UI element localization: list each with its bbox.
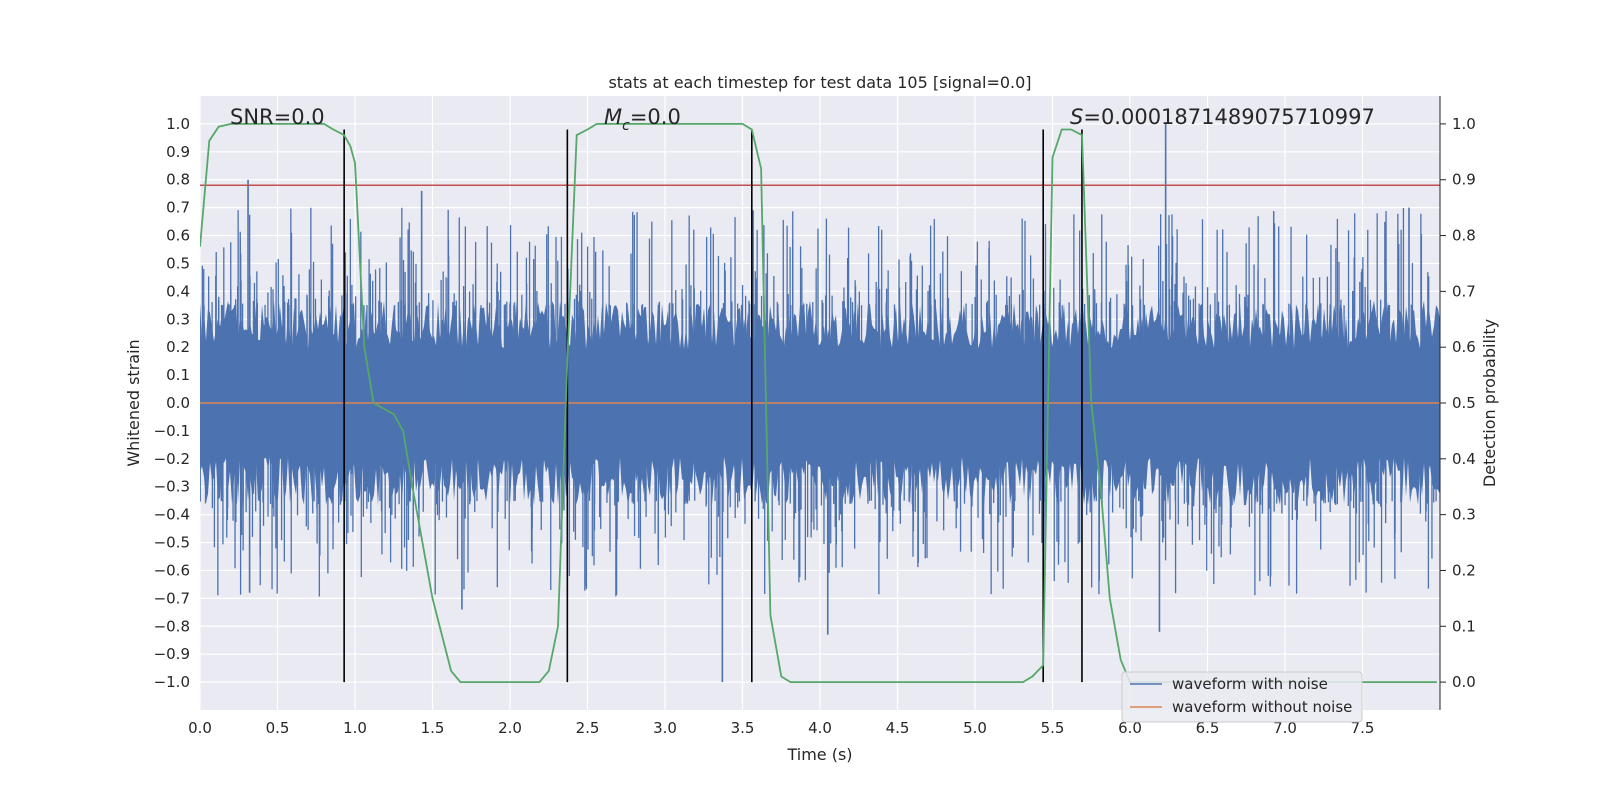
y-tick-label: 0.8 — [166, 171, 190, 189]
y-tick-label: −0.4 — [154, 506, 190, 524]
x-tick-label: 0.5 — [266, 719, 290, 737]
y-axis-label: Whitened strain — [124, 339, 143, 466]
y-tick-label: 0.6 — [166, 227, 190, 245]
y-tick-label: 0.1 — [166, 366, 190, 384]
y-axis-ticks: 1.0 0.9 0.8 0.7 0.6 0.5 0.4 0.3 0.2 0.1 0.0 −0.1 −0.… — [154, 115, 190, 691]
s-annotation: S=0.0001871489075710997 — [1070, 105, 1375, 129]
right-tick-label: 0.2 — [1452, 561, 1476, 579]
y-tick-label: 0.7 — [166, 199, 190, 217]
y-tick-label: 1.0 — [166, 115, 190, 133]
right-axis-label: Detection probability — [1480, 319, 1499, 487]
right-axis-ticks: 1.0 0.9 0.8 0.7 0.6 0.5 0.4 0.3 0.2 0.1 0.0 — [1440, 115, 1476, 691]
y-tick-label: −0.3 — [154, 478, 190, 496]
x-tick-label: 6.0 — [1118, 719, 1142, 737]
y-tick-label: −1.0 — [154, 673, 190, 691]
x-tick-label: 7.0 — [1273, 719, 1297, 737]
vertical-marker-lines — [343, 129, 1083, 683]
x-tick-label: 7.5 — [1351, 719, 1375, 737]
detection-probability-line — [200, 123, 1437, 683]
x-axis-ticks: 0.0 0.5 1.0 1.5 2.0 2.5 3.0 3.5 4.0 4.5 5.0 5.5 6.0 6… — [188, 719, 1374, 737]
y-tick-label: 0.3 — [166, 310, 190, 328]
chirp-mass-annotation: Mc=0.0 — [604, 105, 681, 134]
x-tick-label: 5.0 — [963, 719, 987, 737]
legend-box — [1121, 671, 1363, 723]
y-tick-label: −0.7 — [154, 589, 190, 607]
legend: waveform with noise waveform without noi… — [1121, 671, 1363, 723]
y-tick-label: −0.1 — [154, 422, 190, 440]
y-tick-label: 0.5 — [166, 254, 190, 272]
chart-title: stats at each timestep for test data 105… — [608, 73, 1031, 92]
y-tick-label: −0.9 — [154, 645, 190, 663]
x-tick-label: 2.5 — [576, 719, 600, 737]
noise-waveform-spikes — [200, 123, 1437, 683]
x-tick-label: 3.5 — [731, 719, 755, 737]
right-tick-label: 0.3 — [1452, 506, 1476, 524]
x-tick-label: 1.0 — [343, 719, 367, 737]
right-tick-label: 0.8 — [1452, 227, 1476, 245]
legend-label-noise: waveform with noise — [1172, 675, 1328, 693]
y-tick-label: −0.2 — [154, 450, 190, 468]
right-tick-label: 0.0 — [1452, 673, 1476, 691]
y-tick-label: 0.0 — [166, 394, 190, 412]
right-tick-label: 1.0 — [1452, 115, 1476, 133]
y-tick-label: 0.4 — [166, 282, 190, 300]
x-tick-label: 4.5 — [886, 719, 910, 737]
right-tick-label: 0.7 — [1452, 282, 1476, 300]
legend-label-clean: waveform without noise — [1172, 698, 1352, 716]
y-tick-label: 0.2 — [166, 338, 190, 356]
y-tick-label: −0.8 — [154, 617, 190, 635]
x-axis-label: Time (s) — [786, 745, 852, 764]
x-tick-label: 4.0 — [808, 719, 832, 737]
y-tick-label: −0.5 — [154, 534, 190, 552]
right-tick-label: 0.9 — [1452, 171, 1476, 189]
right-tick-label: 0.6 — [1452, 338, 1476, 356]
x-tick-label: 1.5 — [421, 719, 445, 737]
right-tick-label: 0.4 — [1452, 450, 1476, 468]
y-tick-label: 0.9 — [166, 143, 190, 161]
right-tick-label: 0.1 — [1452, 617, 1476, 635]
x-tick-label: 5.5 — [1041, 719, 1065, 737]
x-tick-label: 6.5 — [1196, 719, 1220, 737]
x-tick-label: 3.0 — [653, 719, 677, 737]
x-tick-label: 2.0 — [498, 719, 522, 737]
snr-annotation: SNR=0.0 — [230, 105, 325, 129]
x-tick-label: 0.0 — [188, 719, 212, 737]
y-tick-label: −0.6 — [154, 561, 190, 579]
right-tick-label: 0.5 — [1452, 394, 1476, 412]
